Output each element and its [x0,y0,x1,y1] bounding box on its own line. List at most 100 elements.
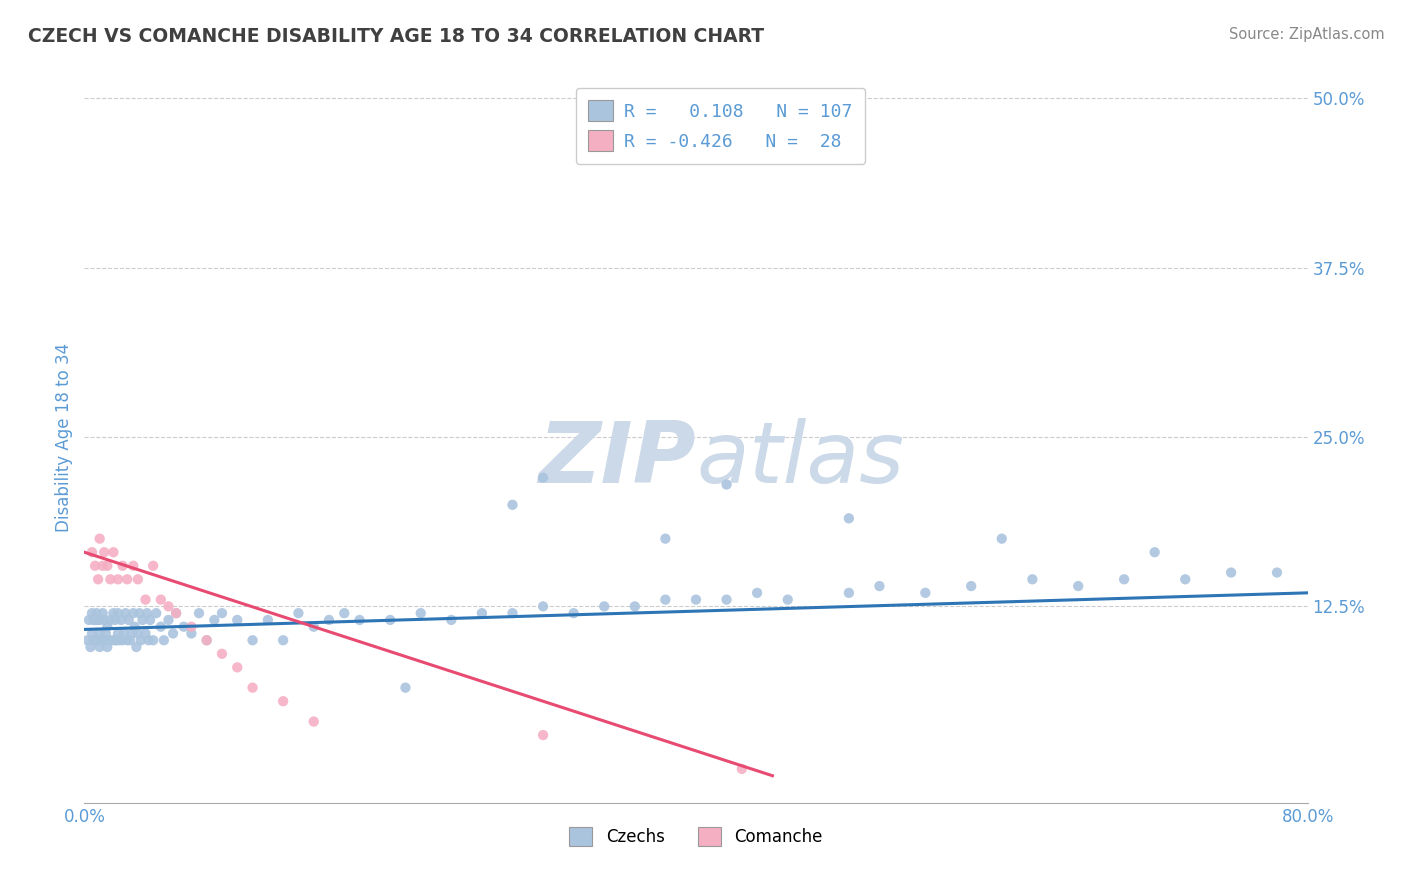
Point [125,640,148,654]
Point [333,606,356,620]
Point [149,592,172,607]
Point [112,626,135,640]
Point [142,633,165,648]
Point [654,592,676,607]
Point [302,714,325,729]
Point [202,613,225,627]
Point [76,633,98,648]
Point [162,626,184,640]
Point [93,633,115,648]
Point [131,613,153,627]
Point [80,626,103,640]
Point [96,558,118,573]
Point [89,640,111,654]
Point [145,606,167,620]
Point [91,633,114,648]
Point [115,633,138,648]
Point [80,606,103,620]
Point [153,633,176,648]
Point [776,592,799,607]
Point [394,681,416,695]
Point [716,592,738,607]
Point [107,626,129,640]
Point [471,606,494,620]
Point [122,606,145,620]
Point [138,633,160,648]
Point [120,633,142,648]
Point [624,599,647,614]
Point [180,620,202,634]
Point [593,599,616,614]
Point [1174,572,1197,586]
Point [86,606,108,620]
Point [257,613,280,627]
Point [242,681,264,695]
Point [142,558,165,573]
Point [287,606,309,620]
Point [157,599,180,614]
Point [127,572,149,586]
Point [104,633,127,648]
Point [173,620,195,634]
Point [149,620,172,634]
Point [103,545,125,559]
Point [84,633,107,648]
Point [180,626,202,640]
Point [1265,566,1288,580]
Point [96,620,118,634]
Point [195,633,218,648]
Point [502,498,524,512]
Point [91,558,114,573]
Point [101,633,124,648]
Point [716,477,738,491]
Point [83,633,105,648]
Point [531,728,554,742]
Point [531,599,554,614]
Point [98,572,121,586]
Point [135,626,157,640]
Point [122,558,145,573]
Point [118,613,141,627]
Point [110,613,132,627]
Point [226,660,249,674]
Point [93,613,115,627]
Point [127,626,149,640]
Point [84,558,107,573]
Point [89,532,111,546]
Point [105,633,128,648]
Point [991,532,1014,546]
Point [226,613,249,627]
Point [87,572,110,586]
Point [685,592,707,607]
Point [271,694,294,708]
Point [211,606,233,620]
Point [502,606,524,620]
Point [349,613,371,627]
Point [165,606,187,620]
Point [242,633,264,648]
Point [94,626,117,640]
Text: atlas: atlas [696,417,904,500]
Point [111,558,134,573]
Point [86,633,108,648]
Point [104,613,127,627]
Point [440,613,463,627]
Point [271,633,294,648]
Point [188,606,211,620]
Point [97,633,120,648]
Point [139,613,162,627]
Text: CZECH VS COMANCHE DISABILITY AGE 18 TO 34 CORRELATION CHART: CZECH VS COMANCHE DISABILITY AGE 18 TO 3… [28,27,765,45]
Point [89,626,111,640]
Point [1114,572,1136,586]
Point [302,620,325,634]
Point [129,633,152,648]
Point [1021,572,1043,586]
Point [107,572,129,586]
Point [79,640,101,654]
Point [1143,545,1166,559]
Point [87,613,110,627]
Point [838,511,860,525]
Point [747,586,769,600]
Point [128,606,150,620]
Point [114,606,136,620]
